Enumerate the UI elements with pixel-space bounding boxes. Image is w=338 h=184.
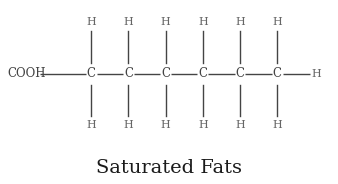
Text: C: C [124,67,133,80]
Text: H: H [272,17,282,27]
Text: H: H [272,120,282,130]
Text: Saturated Fats: Saturated Fats [96,159,242,177]
Text: H: H [124,120,133,130]
Text: H: H [87,17,96,27]
Text: H: H [311,69,321,79]
Text: H: H [198,120,208,130]
Text: H: H [161,120,170,130]
Text: COOH: COOH [8,67,46,80]
Text: H: H [161,17,170,27]
Text: C: C [198,67,207,80]
Text: H: H [235,17,245,27]
Text: C: C [236,67,244,80]
Text: C: C [273,67,282,80]
Text: H: H [124,17,133,27]
Text: H: H [87,120,96,130]
Text: H: H [235,120,245,130]
Text: C: C [87,67,96,80]
Text: C: C [161,67,170,80]
Text: H: H [198,17,208,27]
